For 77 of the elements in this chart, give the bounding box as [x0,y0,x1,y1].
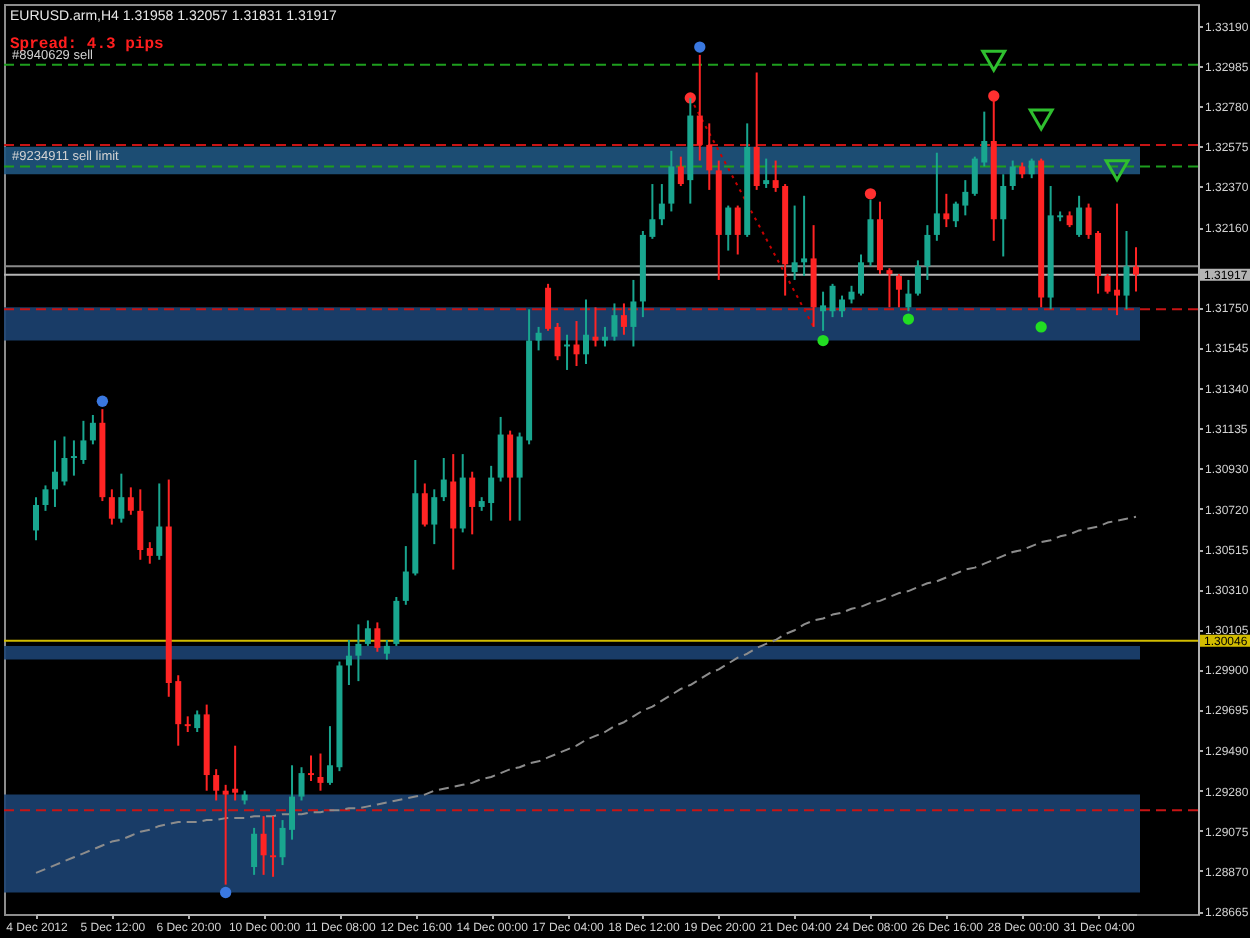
point [864,188,877,200]
candlestick [801,194,808,278]
candlestick [127,486,134,516]
candlestick [554,321,561,362]
candlestick [260,815,267,876]
candlestick [33,496,39,542]
candlestick [440,457,447,503]
candlestick [507,429,514,522]
candlestick [1133,246,1139,293]
line-series [35,515,1137,874]
candlestick [592,306,599,348]
point [988,90,1000,102]
candlestick [270,815,277,878]
point [1104,159,1130,182]
candlestick [345,639,352,687]
candlestick [820,290,827,332]
candlestick [317,752,324,792]
candlestick [791,204,798,281]
candlestick [194,709,201,733]
candlestick [620,302,627,336]
candlestick [469,470,476,536]
point [981,49,1007,72]
candlestick [393,595,400,647]
candlestick [905,278,912,313]
candlestick [184,715,191,733]
point [902,313,915,325]
candlestick [42,484,49,512]
candlestick [924,224,931,281]
candlestick [943,192,950,229]
candlestick [583,298,589,366]
candlestick [497,415,504,483]
point [817,334,829,347]
candlestick [658,183,665,227]
candlestick [431,488,438,546]
point [694,41,706,53]
candlestick [421,482,428,528]
candlestick [706,122,713,191]
point [1028,108,1054,131]
candlestick [933,151,940,242]
candlestick [1076,194,1083,238]
candlestick [1123,230,1130,311]
candlestick [355,623,362,683]
candlestick [1028,157,1035,180]
candlestick [374,621,381,653]
candlestick [450,453,457,571]
candlestick [668,149,675,213]
candlestick [298,766,305,802]
candlestick [383,639,390,661]
candlestick [601,325,608,348]
candlestick [753,71,760,191]
candlestick [886,267,893,309]
candlestick [914,259,921,297]
candlestick [137,488,144,561]
candlestick [89,413,96,446]
candlestick [251,826,258,876]
candlestick [213,768,220,802]
candlestick [364,619,371,647]
candlestick [1000,173,1007,258]
point [96,395,109,407]
point [1035,321,1047,333]
candlestick [734,204,741,256]
candlestick [156,482,163,561]
candlestick [895,273,902,309]
candlestick [677,155,684,187]
candlestick [535,325,542,352]
candlestick [108,488,115,526]
candlestick [308,754,314,782]
candlestick [1009,159,1016,191]
candlestick [763,157,770,189]
candlestick [146,541,153,565]
candlestick [725,204,732,252]
candlestick [630,278,637,348]
candlestick [118,472,125,524]
candlestick [611,302,618,342]
point [220,886,232,899]
candlestick [573,320,580,368]
candlestick [545,282,552,332]
